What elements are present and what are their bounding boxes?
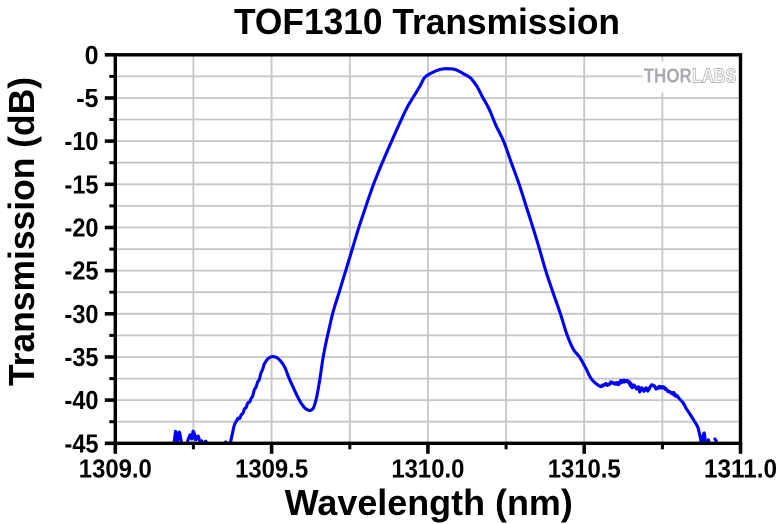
svg-text:Wavelength (nm): Wavelength (nm)	[285, 482, 573, 523]
svg-text:-5: -5	[76, 85, 98, 113]
svg-text:-20: -20	[65, 215, 99, 243]
svg-text:-25: -25	[65, 258, 99, 286]
svg-text:1310.5: 1310.5	[548, 456, 621, 484]
svg-text:THOR: THOR	[644, 65, 692, 87]
svg-text:-30: -30	[65, 301, 99, 329]
svg-text:-15: -15	[65, 171, 99, 199]
svg-text:1310.0: 1310.0	[391, 456, 464, 484]
svg-text:Transmission (dB): Transmission (dB)	[1, 77, 42, 386]
svg-text:-10: -10	[65, 128, 99, 156]
svg-text:-35: -35	[65, 344, 99, 372]
svg-text:TOF1310 Transmission: TOF1310 Transmission	[234, 1, 620, 42]
svg-text:1311.0: 1311.0	[704, 456, 777, 484]
svg-text:0: 0	[85, 42, 99, 70]
svg-text:-40: -40	[65, 387, 99, 415]
svg-text:1309.0: 1309.0	[79, 456, 152, 484]
svg-text:1309.5: 1309.5	[235, 456, 308, 484]
svg-text:-45: -45	[65, 430, 99, 458]
svg-text:LABS: LABS	[692, 65, 736, 87]
